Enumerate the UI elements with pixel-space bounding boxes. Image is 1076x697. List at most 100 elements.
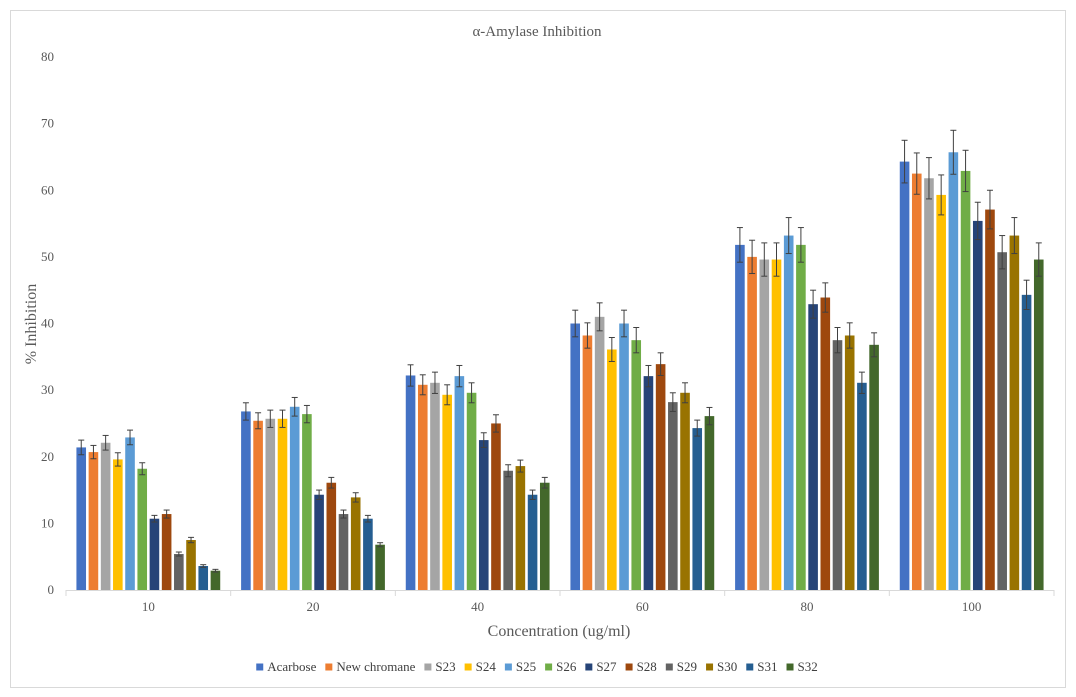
legend-swatch xyxy=(424,663,432,671)
bar xyxy=(655,364,666,590)
bar xyxy=(948,152,959,590)
bar xyxy=(338,514,349,590)
legend-swatch xyxy=(585,663,593,671)
bar xyxy=(76,447,87,590)
bar xyxy=(972,220,983,590)
bar xyxy=(161,514,172,590)
y-tick-label: 10 xyxy=(41,515,54,530)
bar xyxy=(302,414,312,590)
legend-swatch xyxy=(464,663,472,671)
bar xyxy=(314,494,324,590)
bar xyxy=(125,437,135,590)
y-tick-label: 20 xyxy=(41,449,54,464)
bar xyxy=(582,335,593,590)
bar xyxy=(326,482,337,590)
bar xyxy=(960,170,971,590)
bar xyxy=(985,209,995,590)
bar xyxy=(210,570,221,590)
bar xyxy=(899,161,910,590)
bar xyxy=(491,423,501,590)
x-tick-label: 10 xyxy=(142,599,155,614)
bar xyxy=(539,482,550,590)
y-tick-label: 30 xyxy=(41,382,54,397)
legend-label: Acarbose xyxy=(267,659,316,674)
chart-title: α-Amylase Inhibition xyxy=(472,24,602,40)
y-tick-label: 60 xyxy=(41,182,54,197)
bar xyxy=(759,259,770,590)
legend-swatch xyxy=(665,663,673,671)
y-axis-title: % Inhibition xyxy=(23,284,40,364)
bar xyxy=(241,411,251,590)
bar xyxy=(796,244,806,590)
legend-label: S31 xyxy=(757,659,777,674)
bar xyxy=(149,518,160,590)
legend-swatch xyxy=(706,663,714,671)
x-tick-label: 80 xyxy=(801,599,814,614)
bar xyxy=(857,382,867,590)
x-tick-label: 60 xyxy=(636,599,649,614)
bar xyxy=(619,323,629,590)
bar xyxy=(100,442,111,590)
bar xyxy=(924,178,934,590)
bar xyxy=(198,566,209,590)
y-tick-label: 0 xyxy=(48,582,55,597)
bar xyxy=(527,494,538,590)
bar xyxy=(265,418,276,590)
bar xyxy=(771,259,782,590)
bar xyxy=(747,256,757,591)
bar xyxy=(186,540,196,590)
bar xyxy=(454,376,465,590)
y-axis: 0 10 20 30 40 50 60 70 80 xyxy=(41,49,54,597)
bar xyxy=(668,402,678,590)
legend-swatch xyxy=(504,663,512,671)
bar xyxy=(405,375,416,590)
bar xyxy=(997,252,1007,590)
bar xyxy=(594,316,605,590)
bar xyxy=(350,497,361,590)
plot-area xyxy=(76,129,1044,591)
legend-label: S28 xyxy=(637,659,657,674)
legend-label: S30 xyxy=(717,659,737,674)
bar xyxy=(289,406,300,590)
bar xyxy=(430,382,440,590)
legend-label: S24 xyxy=(476,659,497,674)
bar xyxy=(704,416,715,590)
bar xyxy=(137,468,148,590)
x-axis: 10 20 40 60 80 100 xyxy=(65,590,1055,614)
legend-swatch xyxy=(625,663,633,671)
bar xyxy=(1033,259,1044,590)
bar xyxy=(417,384,428,590)
y-tick-label: 80 xyxy=(41,49,54,64)
legend-label: S32 xyxy=(798,659,818,674)
bar xyxy=(820,297,831,590)
bar xyxy=(692,428,703,590)
bar xyxy=(113,459,123,590)
legend-swatch xyxy=(545,663,553,671)
bar xyxy=(808,304,818,590)
bar xyxy=(936,194,946,590)
bar xyxy=(844,335,855,590)
x-axis-title: Concentration (ug/ml) xyxy=(488,623,631,640)
x-tick-label: 40 xyxy=(471,599,484,614)
legend-label: S23 xyxy=(435,659,455,674)
legend-swatch xyxy=(256,663,264,671)
bar xyxy=(680,392,690,590)
bar xyxy=(643,376,654,590)
bar xyxy=(277,418,288,590)
bar xyxy=(570,323,581,590)
legend-label: S27 xyxy=(596,659,617,674)
legend-swatch xyxy=(786,663,794,671)
bar xyxy=(503,470,513,590)
y-tick-label: 40 xyxy=(41,316,54,331)
bar xyxy=(832,340,843,590)
bar xyxy=(783,235,794,590)
chart-legend: Acarbose New chromane S23 S24 S25 S26 S27 S28 S2… xyxy=(256,659,818,674)
bar xyxy=(466,392,477,590)
x-tick-label: 100 xyxy=(962,599,982,614)
legend-swatch xyxy=(325,663,333,671)
bar xyxy=(375,544,385,590)
legend-label: S29 xyxy=(677,659,697,674)
bar xyxy=(1021,294,1032,590)
legend-label: S25 xyxy=(516,659,536,674)
